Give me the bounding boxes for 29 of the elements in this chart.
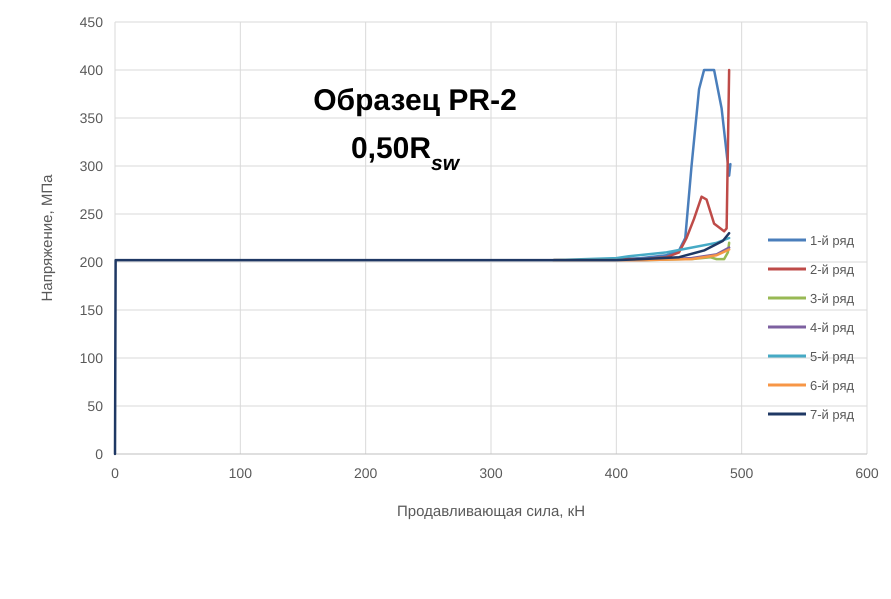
y-tick-label: 200 xyxy=(80,254,104,270)
legend-label: 6-й ряд xyxy=(810,378,855,393)
x-tick-label: 100 xyxy=(228,465,252,481)
legend-label: 5-й ряд xyxy=(810,349,855,364)
y-tick-label: 150 xyxy=(80,302,104,318)
y-tick-label: 50 xyxy=(87,398,104,414)
line-series xyxy=(114,232,730,456)
text: 0,50R$_{sw}$ xyxy=(350,132,461,174)
text: Образец PR-2 xyxy=(313,84,517,117)
legend-label: 7-й ряд xyxy=(810,407,855,422)
y-tick-label: 100 xyxy=(80,350,104,366)
x-tick-label: 200 xyxy=(354,465,378,481)
y-tick-label: 450 xyxy=(80,14,104,30)
y-tick-label: 300 xyxy=(80,158,104,174)
x-tick-label: 0 xyxy=(111,465,120,481)
y-tick-label: 250 xyxy=(80,206,104,222)
y-axis-title: Напряжение, МПа xyxy=(39,174,56,302)
legend-label: 4-й ряд xyxy=(810,320,855,335)
x-tick-label: 400 xyxy=(604,465,628,481)
y-tick-label: 400 xyxy=(80,62,104,78)
y-tick-label: 350 xyxy=(80,110,104,126)
legend-label: 1-й ряд xyxy=(810,233,855,248)
legend-label: 3-й ряд xyxy=(810,291,855,306)
x-tick-label: 500 xyxy=(730,465,754,481)
x-tick-label: 300 xyxy=(479,465,503,481)
y-tick-label: 0 xyxy=(95,446,104,462)
x-axis-title: Продавливающая сила, кН xyxy=(396,503,586,520)
x-tick-label: 600 xyxy=(855,465,879,481)
legend-label: 2-й ряд xyxy=(810,262,855,277)
